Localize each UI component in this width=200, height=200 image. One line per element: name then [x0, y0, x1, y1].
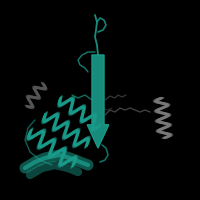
Polygon shape: [87, 55, 109, 148]
